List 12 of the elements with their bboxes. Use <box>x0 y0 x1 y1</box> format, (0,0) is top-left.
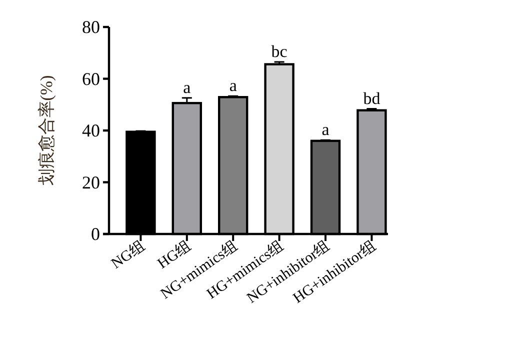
y-tick-label: 40 <box>82 120 100 140</box>
x-tick-label: NG组 <box>108 237 148 272</box>
y-tick-label: 20 <box>82 172 100 192</box>
annotation: bd <box>363 88 381 108</box>
annotation: a <box>229 76 238 96</box>
y-tick-label: 0 <box>91 224 100 244</box>
annotation: a <box>183 78 192 97</box>
y-tick-label: 60 <box>82 68 100 89</box>
y-tick-label: 80 <box>82 17 100 37</box>
annotation: a <box>322 120 330 140</box>
y-axis-title: 划痕愈合率(%) <box>37 75 56 186</box>
annotation: bc <box>271 42 288 61</box>
